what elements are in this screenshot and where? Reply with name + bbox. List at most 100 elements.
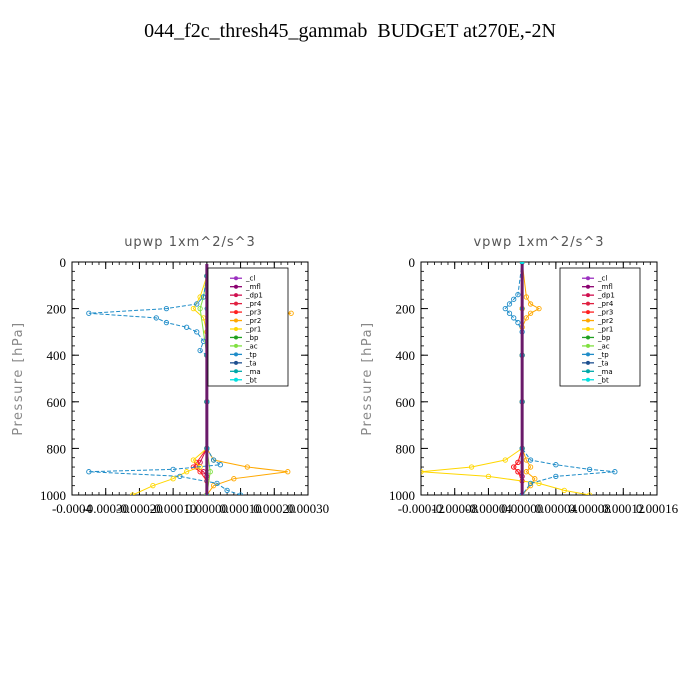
series-point-pr2: [523, 315, 530, 321]
legend-marker: [586, 335, 590, 340]
x-tick-label: 0.00012: [602, 501, 644, 516]
legend-label: _pr2: [245, 317, 261, 325]
series-point-pr1: [130, 492, 136, 495]
chart-title: vpwp 1xm^2/s^3: [473, 235, 604, 250]
legend-label: _ac: [245, 342, 258, 350]
series-point-pr2: [536, 305, 542, 312]
series-point-tp: [515, 319, 521, 326]
legend-marker: [586, 301, 590, 306]
legend-label: _pr3: [245, 309, 261, 317]
legend-marker: [234, 284, 238, 289]
series-point-pr1: [502, 457, 508, 463]
series-point-pr1: [183, 469, 190, 475]
legend-label: _bt: [597, 376, 609, 384]
legend-label: _pr4: [245, 300, 262, 308]
legend-marker: [586, 276, 590, 281]
legend-label: _ma: [597, 368, 613, 376]
series-point-pr1: [170, 476, 176, 482]
legend-label: _bp: [245, 334, 259, 342]
legend: _cl_mfl_dp1_pr4_pr3_pr2_pr1_bp_ac_tp_ta_…: [559, 267, 641, 387]
y-axis-label: Pressure [hPa]: [360, 321, 375, 435]
y-tick-label: 400: [396, 348, 416, 363]
series-point-tp: [527, 457, 534, 463]
series-point-pr2: [231, 476, 237, 482]
series-point-tp: [553, 473, 559, 480]
legend-box: [559, 267, 641, 387]
y-tick-label: 800: [47, 441, 67, 456]
legend-marker: [234, 360, 238, 365]
series-point-pr3: [511, 464, 517, 470]
x-tick-label: -0.00012: [398, 501, 445, 516]
legend-marker: [234, 377, 238, 382]
legend-label: _pr3: [597, 309, 613, 317]
legend-marker: [586, 284, 590, 289]
x-tick-label: -0.00010: [150, 501, 197, 516]
series-group: [421, 262, 618, 495]
chart-title: upwp 1xm^2/s^3: [124, 235, 256, 250]
legend-label: _pr1: [245, 326, 261, 334]
series-point-tp: [194, 329, 200, 335]
legend-label: _ma: [245, 368, 261, 376]
legend-label: _ta: [245, 359, 257, 367]
series-point-pr1: [468, 464, 475, 470]
x-tick-label: 0.00016: [636, 501, 679, 516]
chart-panel-1: upwp 1xm^2/s^3 Pressure [hPa] 0 200 400 600 80…: [11, 235, 329, 516]
y-tick-label: 200: [47, 302, 67, 317]
series-point-tp: [527, 480, 534, 486]
series-point-pr2: [288, 310, 294, 316]
legend-label: _pr4: [597, 300, 614, 308]
series-point-pr2: [532, 476, 538, 482]
legend-label: _cl: [597, 275, 607, 283]
series-point-tp: [163, 319, 170, 326]
legend-box: [207, 267, 289, 387]
series-point-pr3: [515, 469, 521, 475]
y-tick-label: 1000: [40, 488, 66, 503]
x-tick-label: 0.00020: [253, 501, 295, 516]
series-point-tp: [153, 315, 159, 321]
legend-marker: [234, 343, 238, 348]
series-point-pr2: [523, 294, 530, 300]
series-point-pr2: [285, 469, 291, 475]
series-point-tp: [217, 462, 223, 468]
series-point-pr1: [190, 457, 197, 463]
plot-frame: [420, 261, 658, 496]
series-point-bt: [520, 262, 525, 265]
series-point-tp: [515, 291, 521, 298]
y-tick-label: 400: [47, 348, 67, 363]
legend-marker: [234, 293, 238, 298]
series-point-pr2: [527, 301, 534, 307]
series-point-tp: [163, 305, 170, 312]
legend-marker: [234, 310, 238, 315]
x-tick-label: 0.00030: [287, 501, 329, 516]
series-point-tp: [502, 305, 508, 312]
legend-marker: [586, 377, 590, 382]
x-tick-label: 0.00010: [219, 501, 261, 516]
series-point-tp: [224, 487, 230, 493]
series-point-tp: [506, 310, 513, 316]
legend-label: _pr2: [597, 317, 613, 325]
series-point-ac: [197, 305, 203, 312]
x-tick-label: -0.00020: [116, 501, 163, 516]
legend-label: _tp: [245, 351, 257, 359]
series-point-pr1: [485, 473, 492, 480]
legend-marker: [586, 360, 590, 365]
series-point-pr2: [523, 469, 530, 475]
page-title: 044_f2c_thresh45_gammab BUDGET at270E,-2…: [144, 20, 556, 42]
series-point-tp: [553, 462, 559, 468]
series-point-tp: [183, 324, 190, 330]
legend-label: _mfl: [245, 283, 261, 291]
series-point-tp: [210, 457, 217, 463]
legend-marker: [586, 318, 590, 323]
legend-marker: [234, 318, 238, 323]
legend-marker: [586, 369, 590, 374]
legend-marker: [234, 327, 238, 331]
y-tick-label: 600: [47, 395, 67, 410]
y-tick-label: 800: [396, 441, 416, 456]
series-point-pr1: [561, 487, 567, 493]
series-point-pr2: [527, 464, 534, 470]
series-point-pr1: [421, 469, 424, 475]
series-point-pr2: [244, 464, 250, 470]
series-point-tp: [511, 296, 517, 302]
x-tick-label: -0.0004: [52, 501, 93, 516]
